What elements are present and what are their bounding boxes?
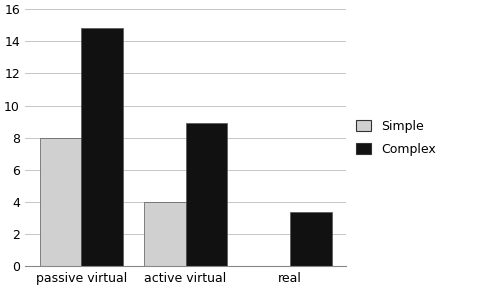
Bar [81,28,123,266]
Legend: Simple, Complex: Simple, Complex [355,120,434,156]
Bar [185,123,227,266]
Bar [39,138,81,266]
Bar [144,202,185,266]
Bar [289,212,331,266]
